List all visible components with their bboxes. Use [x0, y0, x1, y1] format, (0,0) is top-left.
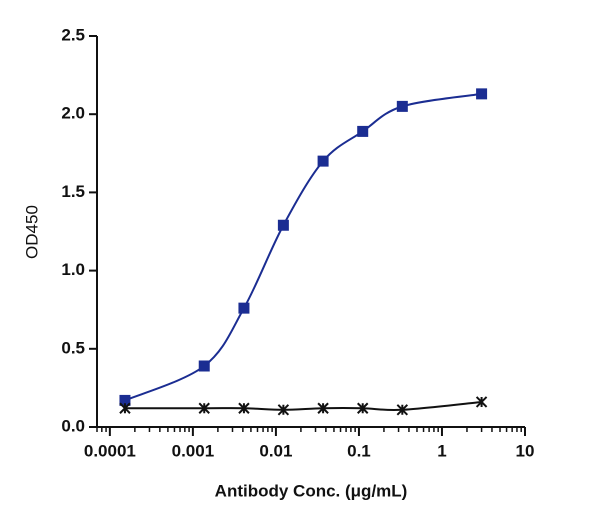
- data-point: [238, 402, 250, 414]
- y-tick-label: 2.5: [61, 25, 85, 44]
- y-tick-label: 2.0: [61, 104, 85, 123]
- x-tick-label: 0.001: [172, 441, 215, 460]
- data-point: [277, 219, 289, 231]
- series-line: [124, 92, 482, 402]
- y-tick-label: 1.0: [61, 260, 85, 279]
- data-point: [317, 402, 329, 414]
- data-point: [357, 402, 369, 414]
- data-point: [357, 125, 369, 137]
- x-tick-label: 0.01: [259, 441, 292, 460]
- x-axis-title: Antibody Conc. (μg/mL): [215, 481, 408, 500]
- series-line: [124, 400, 482, 412]
- data-point: [119, 394, 131, 406]
- x-tick-label: 0.0001: [84, 441, 136, 460]
- data-point: [198, 360, 210, 372]
- x-tick-label: 10: [516, 441, 535, 460]
- data-point: [277, 404, 290, 416]
- data-point: [317, 155, 329, 167]
- data-point: [198, 402, 210, 414]
- y-tick-label: 0.0: [61, 416, 85, 435]
- data-point: [396, 404, 409, 416]
- y-tick-label: 1.5: [61, 182, 85, 201]
- data-point: [476, 88, 488, 100]
- y-axis-title: OD450: [22, 205, 41, 259]
- data-point: [396, 100, 408, 112]
- data-point: [238, 302, 250, 314]
- x-tick-label: 0.1: [347, 441, 371, 460]
- x-tick-label: 1: [437, 441, 446, 460]
- data-point: [119, 402, 131, 414]
- y-tick-label: 0.5: [61, 338, 85, 357]
- data-point: [475, 396, 488, 408]
